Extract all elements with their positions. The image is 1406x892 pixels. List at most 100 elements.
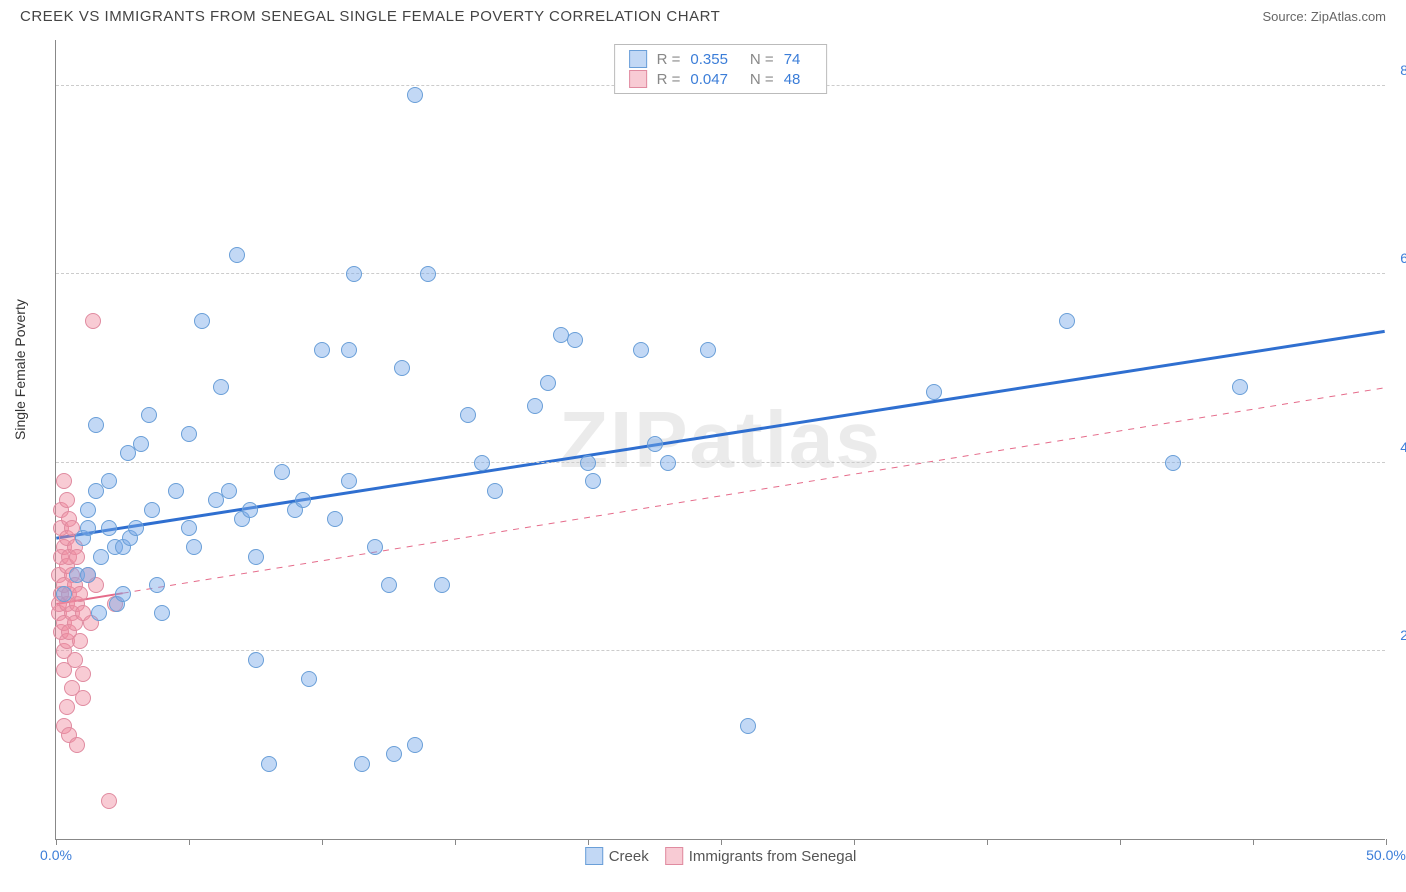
legend-item-senegal: Immigrants from Senegal <box>665 847 857 865</box>
x-tick <box>1386 839 1387 845</box>
n-value-creek: 74 <box>784 51 801 68</box>
trend-lines <box>56 40 1385 839</box>
data-point-creek <box>144 502 160 518</box>
data-point-creek <box>487 483 503 499</box>
data-point-creek <box>186 539 202 555</box>
x-tick <box>987 839 988 845</box>
data-point-creek <box>527 398 543 414</box>
data-point-creek <box>301 671 317 687</box>
x-tick <box>322 839 323 845</box>
data-point-creek <box>394 360 410 376</box>
data-point-creek <box>407 87 423 103</box>
data-point-creek <box>248 549 264 565</box>
data-point-creek <box>540 375 556 391</box>
legend-correlation: R = 0.355 N = 74 R = 0.047 N = 48 <box>614 44 828 94</box>
n-value-senegal: 48 <box>784 71 801 88</box>
gridline <box>56 650 1385 651</box>
data-point-creek <box>585 473 601 489</box>
data-point-senegal <box>59 492 75 508</box>
data-point-creek <box>740 718 756 734</box>
data-point-creek <box>700 342 716 358</box>
data-point-creek <box>242 502 258 518</box>
r-label: R = <box>657 51 681 68</box>
data-point-creek <box>229 247 245 263</box>
x-tick <box>854 839 855 845</box>
y-tick-label: 60.0% <box>1390 250 1406 266</box>
data-point-creek <box>115 586 131 602</box>
legend-label-senegal: Immigrants from Senegal <box>689 848 857 865</box>
data-point-creek <box>274 464 290 480</box>
r-label: R = <box>657 71 681 88</box>
data-point-creek <box>101 473 117 489</box>
y-axis-label: Single Female Poverty <box>12 299 28 440</box>
data-point-creek <box>181 426 197 442</box>
data-point-creek <box>474 455 490 471</box>
data-point-creek <box>420 266 436 282</box>
data-point-senegal <box>85 313 101 329</box>
x-tick-label: 50.0% <box>1366 847 1406 863</box>
legend-series: Creek Immigrants from Senegal <box>585 847 857 865</box>
data-point-creek <box>660 455 676 471</box>
data-point-creek <box>128 520 144 536</box>
data-point-creek <box>181 520 197 536</box>
data-point-creek <box>141 407 157 423</box>
x-tick <box>588 839 589 845</box>
data-point-creek <box>154 605 170 621</box>
gridline <box>56 462 1385 463</box>
data-point-creek <box>91 605 107 621</box>
data-point-creek <box>295 492 311 508</box>
header: CREEK VS IMMIGRANTS FROM SENEGAL SINGLE … <box>0 0 1406 29</box>
data-point-senegal <box>101 793 117 809</box>
data-point-senegal <box>59 699 75 715</box>
data-point-creek <box>647 436 663 452</box>
chart-title: CREEK VS IMMIGRANTS FROM SENEGAL SINGLE … <box>20 8 720 25</box>
data-point-creek <box>80 520 96 536</box>
y-tick-label: 20.0% <box>1390 627 1406 643</box>
watermark: ZIPatlas <box>559 394 882 486</box>
data-point-creek <box>341 473 357 489</box>
data-point-creek <box>460 407 476 423</box>
data-point-creek <box>926 384 942 400</box>
n-label: N = <box>750 51 774 68</box>
data-point-creek <box>381 577 397 593</box>
chart-container: CREEK VS IMMIGRANTS FROM SENEGAL SINGLE … <box>0 0 1406 892</box>
legend-item-creek: Creek <box>585 847 649 865</box>
data-point-creek <box>1232 379 1248 395</box>
data-point-creek <box>80 567 96 583</box>
data-point-creek <box>1059 313 1075 329</box>
data-point-senegal <box>72 586 88 602</box>
x-tick <box>1120 839 1121 845</box>
n-label: N = <box>750 71 774 88</box>
x-tick <box>189 839 190 845</box>
data-point-creek <box>56 586 72 602</box>
y-tick-label: 80.0% <box>1390 62 1406 78</box>
legend-label-creek: Creek <box>609 848 649 865</box>
r-value-senegal: 0.047 <box>690 71 728 88</box>
legend-row-senegal: R = 0.047 N = 48 <box>629 69 813 89</box>
data-point-creek <box>633 342 649 358</box>
x-tick <box>1253 839 1254 845</box>
data-point-creek <box>434 577 450 593</box>
data-point-senegal <box>69 549 85 565</box>
data-point-creek <box>386 746 402 762</box>
swatch-creek-icon <box>585 847 603 865</box>
x-tick <box>455 839 456 845</box>
data-point-senegal <box>69 737 85 753</box>
swatch-senegal-icon <box>629 70 647 88</box>
data-point-creek <box>248 652 264 668</box>
y-tick-label: 40.0% <box>1390 439 1406 455</box>
data-point-senegal <box>75 666 91 682</box>
data-point-creek <box>168 483 184 499</box>
data-point-creek <box>407 737 423 753</box>
data-point-creek <box>1165 455 1181 471</box>
data-point-creek <box>580 455 596 471</box>
data-point-creek <box>221 483 237 499</box>
data-point-creek <box>341 342 357 358</box>
x-tick-label: 0.0% <box>40 847 72 863</box>
swatch-senegal-icon <box>665 847 683 865</box>
data-point-creek <box>354 756 370 772</box>
swatch-creek-icon <box>629 50 647 68</box>
data-point-senegal <box>75 690 91 706</box>
legend-row-creek: R = 0.355 N = 74 <box>629 49 813 69</box>
gridline <box>56 273 1385 274</box>
